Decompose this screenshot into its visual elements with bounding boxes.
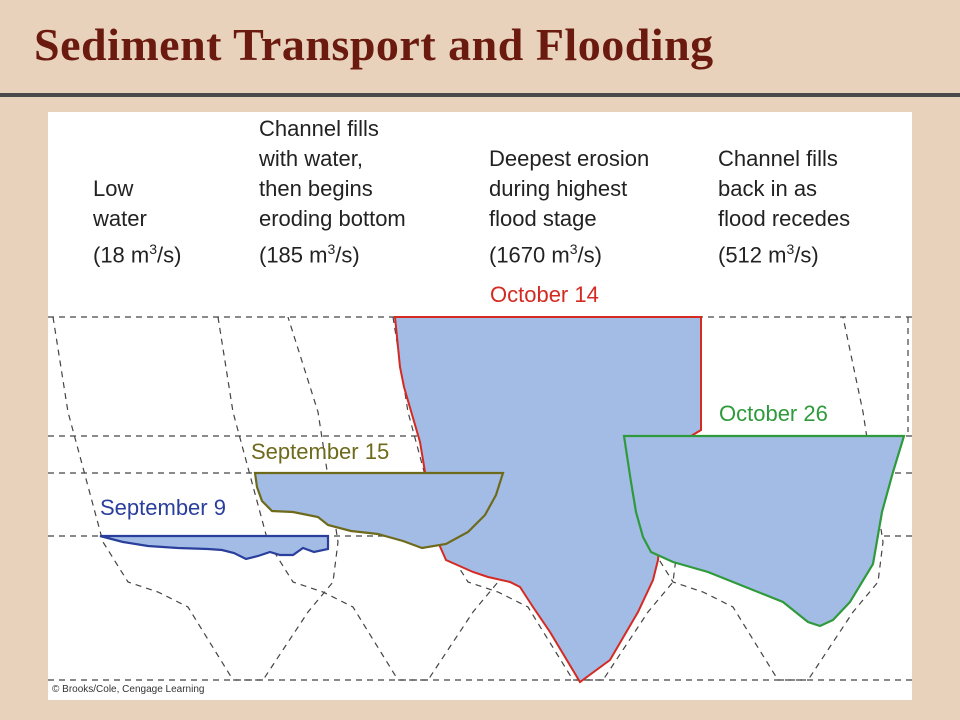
stage-4-rate: (512 m3/s) (718, 241, 819, 268)
stage-label-low-water: Low water (18 m3/s) (93, 174, 182, 270)
stage-4-desc-line-2: back in as (718, 176, 818, 201)
channel-outline-4 (597, 316, 884, 681)
channel-cross-section-diagram (48, 316, 912, 684)
stage-4-desc-line-3: flood recedes (718, 206, 851, 231)
stage-1-rate: (18 m3/s) (93, 241, 182, 268)
stage-label-flood-recedes: Channel fills back in as flood recedes (… (718, 144, 850, 270)
water-body-sep9 (99, 534, 330, 561)
title-divider (0, 93, 960, 97)
date-label-sep15: September 15 (251, 439, 390, 464)
diagram-panel: Low water (18 m3/s) Channel fills with w… (48, 112, 912, 700)
stage-1-desc-line-2: water (93, 206, 147, 231)
stage-2-rate: (185 m3/s) (259, 241, 360, 268)
stage-3-desc-line-1: Deepest erosion (489, 146, 650, 171)
stage-label-deepest-erosion: Deepest erosion during highest flood sta… (489, 144, 649, 270)
stage-4-desc-line-1: Channel fills (718, 146, 838, 171)
date-label-oct26: October 26 (719, 401, 828, 426)
stage-1-desc-line-1: Low (93, 176, 134, 201)
stage-3-desc-line-3: flood stage (489, 206, 597, 231)
stage-2-desc-line-1: Channel fills (259, 116, 379, 141)
stage-2-desc-line-3: then begins (259, 176, 373, 201)
stage-3-desc-line-2: during highest (489, 176, 628, 201)
slide-title: Sediment Transport and Flooding (34, 19, 714, 70)
copyright-credit: © Brooks/Cole, Cengage Learning (52, 684, 205, 695)
channel-outline-1 (52, 316, 339, 681)
date-label-oct14: October 14 (490, 282, 599, 307)
water-body-sep15 (253, 471, 505, 550)
stage-3-rate: (1670 m3/s) (489, 241, 602, 268)
water-body-oct26 (622, 434, 906, 628)
stage-label-channel-fills: Channel fills with water, then begins er… (259, 114, 406, 270)
date-label-sep9: September 9 (100, 495, 226, 520)
stage-2-desc-line-4: eroding bottom (259, 206, 406, 231)
stage-2-desc-line-2: with water, (259, 146, 363, 171)
